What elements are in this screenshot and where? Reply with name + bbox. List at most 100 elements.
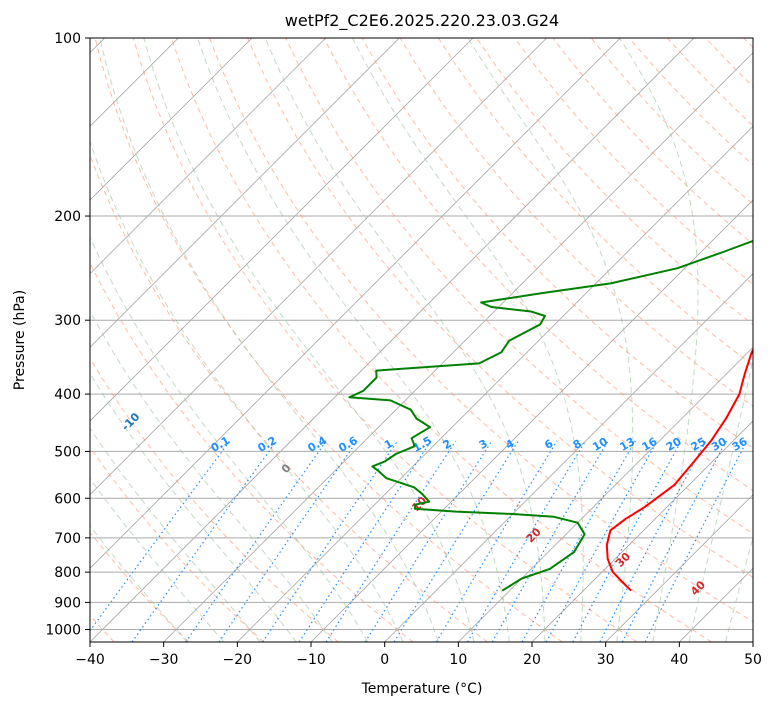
isotherm-line [90,38,400,348]
dry-adiabat-line [285,38,753,535]
isotherm-line [605,494,753,642]
moist-adiabat-line [90,372,297,642]
mixing-ratio-line [521,440,636,642]
moist-adiabat-label: 30 [613,550,633,570]
mixing-ratio-line [131,440,278,642]
mixing-ratio-line [298,440,432,642]
dry-adiabat-line [94,38,563,642]
y-axis-label: Pressure (hPa) [12,290,28,390]
isotherm-line [90,38,695,642]
mixing-ratio-line [364,440,493,642]
isotherm-line [531,420,753,642]
plot-series [348,239,753,592]
x-tick-label: 30 [597,652,615,668]
dry-adiabat-line [247,38,753,578]
isotherm-line [90,38,253,201]
y-tick-label: 800 [54,565,81,581]
isotherm-line [163,52,753,642]
x-tick-label: 40 [670,652,688,668]
mixing-ratio-label: 2 [441,437,454,452]
moist-adiabat-line [264,38,546,642]
mixing-ratio-line [545,440,658,642]
chart-title: wetPf2_C2E6.2025.220.23.03.G24 [285,11,559,31]
moist-adiabat-line [90,310,333,642]
moist-adiabat-line [90,477,225,642]
x-axis: −40 −30 −20 −10 0 10 20 30 40 50 [75,642,762,668]
dewpoint-line [348,239,753,592]
x-tick-label: 10 [449,652,467,668]
x-axis-label: Temperature (°C) [361,681,483,697]
dry-adiabat-line [399,38,753,408]
isotherm-line [384,273,753,642]
moist-adiabat-line [90,235,369,642]
moist-adiabat-line [90,139,404,642]
mixing-ratio-line [621,440,727,642]
dry-adiabat-line [90,531,190,642]
dry-adiabat-line [90,446,264,642]
mixing-ratio-line [435,440,558,642]
mixing-ratio-line [599,440,707,642]
mixing-ratio-line [262,440,399,642]
mixing-ratio-line [644,440,748,642]
plot-frame [89,37,754,643]
dry-adiabat-line [705,38,753,88]
moist-adiabat-label: 40 [688,578,708,598]
y-tick-label: 1000 [45,622,81,638]
moist-adiabat-line [688,356,753,642]
y-tick-label: 100 [54,31,81,47]
y-tick-label: 600 [54,491,81,507]
mixing-ratio-line [393,440,519,642]
mixing-ratio-line [90,440,231,632]
y-tick-label: 200 [54,209,81,225]
mixing-ratio-line [466,440,587,642]
y-tick-label: 500 [54,444,81,460]
mixing-ratio-line [572,440,682,642]
x-tick-label: 0 [380,652,389,668]
isotherm-line [679,567,753,642]
moist-adiabat-line [90,524,188,642]
x-tick-label: −20 [223,652,253,668]
x-tick-label: 20 [523,652,541,668]
dry-adiabat-line [667,38,753,127]
isotherm-line [752,641,753,642]
y-axis: 100 200 300 400 500 600 700 800 900 1000 [45,31,90,638]
y-tick-label: 300 [54,313,81,329]
dry-adiabat-line [170,38,712,642]
moist-adiabat-line [99,38,439,642]
dry-adiabat-line [514,38,753,285]
dry-adiabat-line [90,261,414,642]
moist-adiabat-line [619,38,699,642]
isotherm-line [458,346,753,642]
plot-line-labels: -100-90-80-70-60-50-40-30-20-100.10.20.4… [119,410,750,598]
isotherm-line [90,38,474,422]
mixing-ratio-label: 3 [477,437,490,452]
y-tick-label: 700 [54,531,81,547]
moist-adiabat-line [352,38,584,642]
moist-adiabat-line [197,38,510,642]
dry-adiabat-line [90,153,488,642]
x-tick-label: −40 [75,652,105,668]
moist-adiabat-line [143,38,475,642]
moist-adiabat-label: 20 [524,525,544,545]
moist-adiabat-line [762,38,775,642]
moist-adiabat-line [725,535,753,642]
mixing-ratio-label: 4 [503,437,516,452]
temperature-line [605,347,753,592]
isotherm-line [237,125,753,642]
mixing-ratio-line [491,440,609,642]
dry-adiabat-line [743,38,753,49]
isotherm-line [90,38,547,496]
x-tick-label: 50 [744,652,762,668]
x-tick-label: −10 [296,652,326,668]
x-tick-label: −30 [149,652,179,668]
plot-background-lines [90,38,775,642]
moist-adiabat-label: 0 [279,461,294,476]
dry-adiabat-line [132,38,638,642]
isotherm-line [90,38,621,569]
mixing-ratio-label: 6 [542,437,555,452]
moist-adiabat-line [90,427,261,642]
isotherm-line [90,38,326,275]
dry-adiabat-line [209,38,753,623]
dry-adiabat-line [590,38,753,206]
